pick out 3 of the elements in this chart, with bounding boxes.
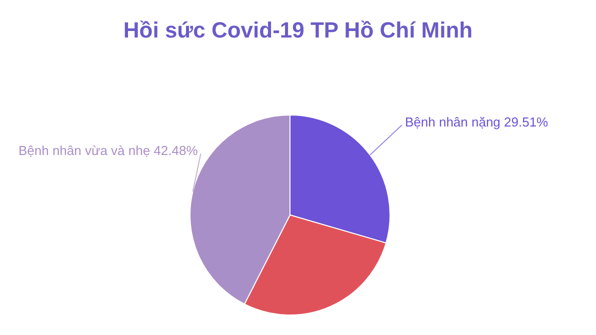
chart-title: Hồi sức Covid-19 TP Hồ Chí Minh: [123, 17, 473, 42]
slice-label: Bệnh nhân vừa và nhẹ 42.48%: [18, 143, 198, 158]
slice-label: Bệnh nhân nặng 29.51%: [404, 114, 549, 130]
